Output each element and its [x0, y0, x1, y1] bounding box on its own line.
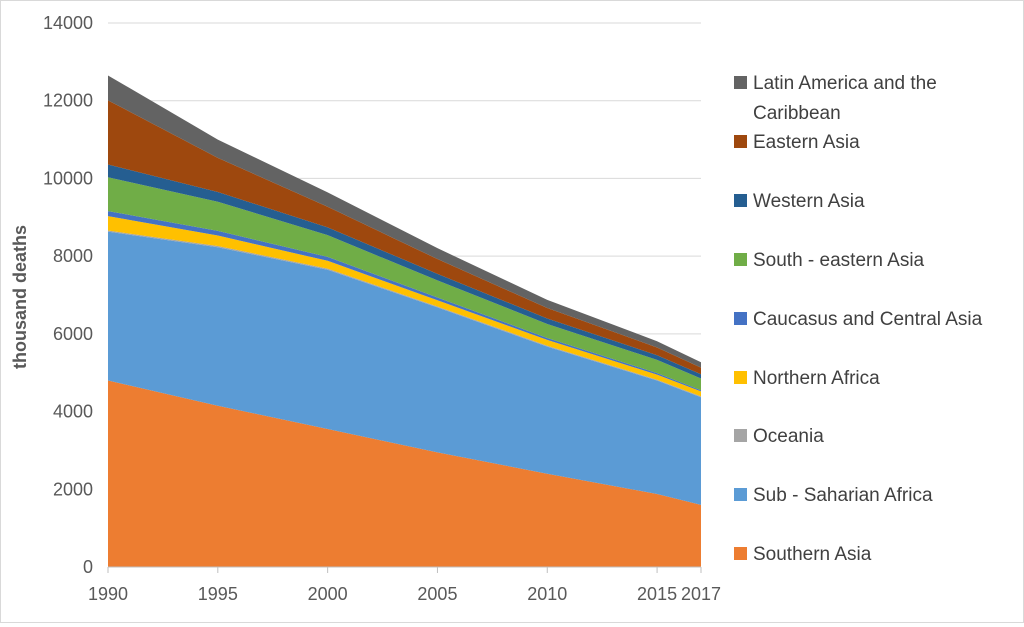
legend-item: Caucasus and Central Asia [734, 309, 983, 330]
area-sub-saharian-africa [108, 231, 701, 505]
x-tick-label: 2005 [417, 584, 457, 604]
legend-item: Oceania [734, 426, 824, 447]
axes [107, 566, 702, 573]
y-tick-label: 8000 [53, 246, 93, 266]
legend: Latin America and the Caribbean Eastern As… [734, 73, 983, 565]
y-tick-label: 4000 [53, 402, 93, 422]
legend-label: South - eastern Asia [753, 250, 925, 271]
legend-label: Western Asia [753, 191, 865, 212]
x-tick-label: 1995 [198, 584, 238, 604]
area-southern-asia [108, 380, 701, 567]
legend-label: Southern Asia [753, 544, 872, 565]
y-tick-label: 0 [83, 557, 93, 577]
legend-swatch [734, 488, 747, 501]
legend-item: Latin America and the Caribbean [734, 73, 937, 124]
legend-label: Oceania [753, 426, 824, 447]
area-latin-america-and-the-caribbean [108, 75, 701, 368]
legend-item: South - eastern Asia [734, 250, 925, 271]
legend-label: Northern Africa [753, 368, 880, 389]
legend-label: Caucasus and Central Asia [753, 309, 983, 330]
legend-item: Sub - Saharian Africa [734, 485, 933, 506]
legend-swatch [734, 429, 747, 442]
legend-item: Western Asia [734, 191, 865, 212]
legend-swatch [734, 76, 747, 89]
legend-swatch [734, 312, 747, 325]
area-western-asia [108, 164, 701, 379]
legend-item: Eastern Asia [734, 132, 860, 153]
legend-label: Eastern Asia [753, 132, 860, 153]
x-tick-label: 2010 [527, 584, 567, 604]
y-tick-label: 6000 [53, 324, 93, 344]
legend-label: Latin America and the Caribbean [753, 73, 937, 124]
legend-swatch [734, 194, 747, 207]
y-tick-label: 12000 [43, 91, 93, 111]
area-south-eastern-asia [108, 177, 701, 391]
x-tick-label: 2017 [681, 584, 721, 604]
legend-swatch [734, 371, 747, 384]
y-tick-label: 10000 [43, 168, 93, 188]
area-series [108, 75, 701, 567]
y-axis-title: thousand deaths [10, 225, 30, 369]
x-tick-label: 1990 [88, 584, 128, 604]
x-tick-label: 2000 [308, 584, 348, 604]
legend-item: Northern Africa [734, 368, 880, 389]
y-tick-label: 2000 [53, 479, 93, 499]
area-eastern-asia [108, 100, 701, 375]
legend-item: Southern Asia [734, 544, 872, 565]
y-tick-labels: 0 2000 4000 6000 8000 10000 12000 14000 [43, 13, 93, 577]
y-tick-label: 14000 [43, 13, 93, 33]
legend-label: Sub - Saharian Africa [753, 485, 933, 506]
x-tick-label: 2015 [637, 584, 677, 604]
legend-swatch [734, 135, 747, 148]
area-northern-africa [108, 216, 701, 397]
x-tick-labels: 1990 1995 2000 2005 2010 2015 2017 [88, 584, 721, 604]
legend-swatch [734, 547, 747, 560]
legend-swatch [734, 253, 747, 266]
